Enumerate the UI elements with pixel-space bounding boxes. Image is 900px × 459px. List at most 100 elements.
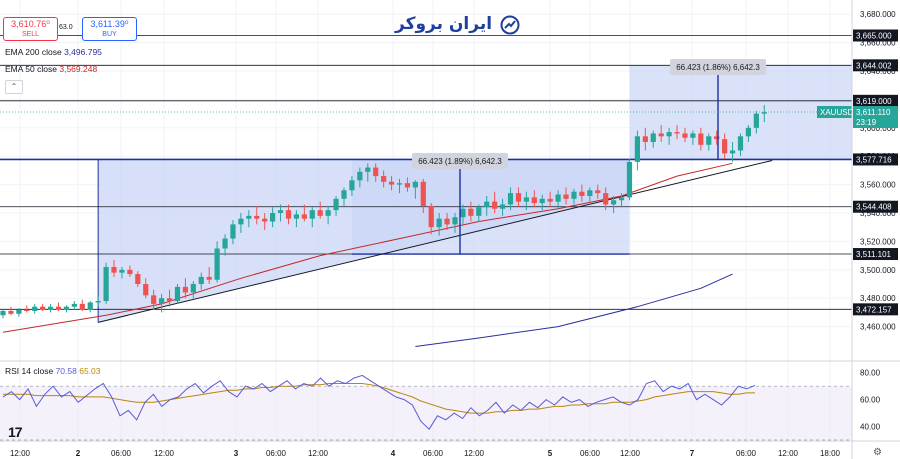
candle — [492, 191, 498, 213]
candle-body — [658, 133, 664, 137]
sell-button[interactable]: 3,610.76⁰ SELL — [3, 17, 58, 41]
measure-label-bg — [412, 153, 508, 169]
candle-body — [729, 150, 736, 154]
time-tick-label: 18:00 — [820, 449, 841, 458]
candle-body — [381, 176, 387, 182]
candle-body — [547, 198, 553, 202]
candle — [8, 306, 14, 316]
candle — [579, 184, 585, 202]
candle-body — [262, 218, 268, 222]
time-tick-label: 4 — [391, 449, 396, 458]
rsi-band — [0, 386, 852, 440]
candle-body — [0, 310, 6, 316]
spread-value: 63.0 — [59, 24, 73, 31]
candle — [531, 190, 537, 208]
candle — [452, 213, 458, 233]
price-tick-label: 3,460.000 — [860, 323, 896, 332]
candle — [254, 205, 260, 225]
rsi-label: RSI 14 close — [5, 366, 54, 376]
candle — [317, 201, 323, 219]
candle — [650, 130, 656, 148]
candle — [682, 127, 688, 142]
rsi-tick-label: 80.00 — [860, 369, 881, 378]
candle-body — [214, 248, 220, 280]
level-tag-text: 3,544.408 — [856, 203, 892, 212]
level-tag: 3,472.157 — [853, 303, 898, 316]
tradingview-logo: 17 — [8, 424, 23, 440]
candle-body — [571, 191, 577, 199]
ema200-legend[interactable]: EMA 200 close 3,496.795 — [5, 47, 102, 57]
candle-body — [32, 306, 38, 311]
level-tag-text: 3,577.716 — [856, 155, 892, 164]
candle-body — [523, 197, 529, 202]
candle — [714, 130, 720, 145]
candle — [159, 293, 165, 313]
candle — [143, 278, 149, 299]
candle — [341, 187, 347, 206]
candle — [706, 133, 712, 151]
measure-label: 66.423 (1.86%) 6,642.3 — [670, 59, 766, 75]
level-tag-bg — [853, 248, 898, 261]
candle-body — [404, 183, 411, 188]
candle — [365, 163, 371, 182]
level-tag: 3,644.002 — [853, 59, 898, 72]
level-tag-text: 3,511.101 — [856, 250, 892, 259]
ema50-legend[interactable]: EMA 50 close 3,569.248 — [5, 64, 97, 74]
candle-body — [396, 183, 403, 185]
gear-icon[interactable]: ⚙ — [873, 447, 882, 458]
candle-body — [277, 210, 284, 213]
level-tag-bg — [853, 59, 898, 72]
collapse-legend-button[interactable]: ⌃ — [5, 80, 23, 94]
candle — [396, 178, 403, 194]
candle-body — [761, 112, 767, 114]
candle-body — [16, 309, 22, 314]
candle-body — [436, 218, 442, 228]
time-tick-label: 2 — [76, 449, 81, 458]
candle — [206, 266, 212, 284]
candle-body — [230, 224, 236, 239]
price-tick-label: 3,640.000 — [860, 67, 896, 76]
price-tick-label: 3,520.000 — [860, 237, 896, 246]
candle-body — [293, 214, 300, 219]
candle-body — [333, 198, 339, 211]
candle-body — [174, 286, 181, 302]
candle — [388, 176, 395, 191]
candle-body — [166, 298, 173, 302]
candle — [761, 105, 767, 123]
candle — [555, 190, 561, 209]
candle — [737, 133, 744, 157]
price-tick-label: 3,660.000 — [860, 39, 896, 48]
price-tick-label: 3,480.000 — [860, 294, 896, 303]
candle — [381, 170, 387, 188]
candle — [674, 124, 680, 140]
candle-body — [507, 193, 514, 205]
measure-label-text: 66.423 (1.89%) 6,642.3 — [418, 157, 502, 166]
price-tick-label: 3,560.000 — [860, 181, 896, 190]
level-tag: 3,544.408 — [853, 200, 898, 213]
candle — [47, 303, 54, 313]
candle — [285, 204, 292, 225]
candle-body — [603, 193, 609, 205]
candle-body — [341, 190, 347, 199]
time-tick-label: 12:00 — [778, 449, 799, 458]
candle — [270, 207, 276, 228]
current-price-value: 3,611.110 — [856, 108, 891, 117]
candle — [420, 178, 426, 213]
countdown-value: 23:19 — [856, 118, 877, 127]
candle-body — [587, 190, 593, 196]
time-tick-label: 06:00 — [736, 449, 757, 458]
candle-body — [460, 208, 466, 218]
candle-body — [745, 127, 752, 137]
level-tag-bg — [853, 29, 898, 42]
rsi-legend[interactable]: RSI 14 close 70.58 65.03 — [5, 366, 101, 376]
candle — [698, 127, 704, 151]
candle — [111, 259, 117, 277]
level-tag-bg — [853, 94, 898, 107]
candle — [16, 308, 22, 317]
candle-body — [515, 193, 522, 202]
buy-button[interactable]: 3,611.39⁰ BUY — [82, 17, 137, 41]
ema200-line — [415, 273, 733, 347]
candle-body — [579, 191, 585, 196]
level-tag-text: 3,665.000 — [856, 32, 892, 41]
